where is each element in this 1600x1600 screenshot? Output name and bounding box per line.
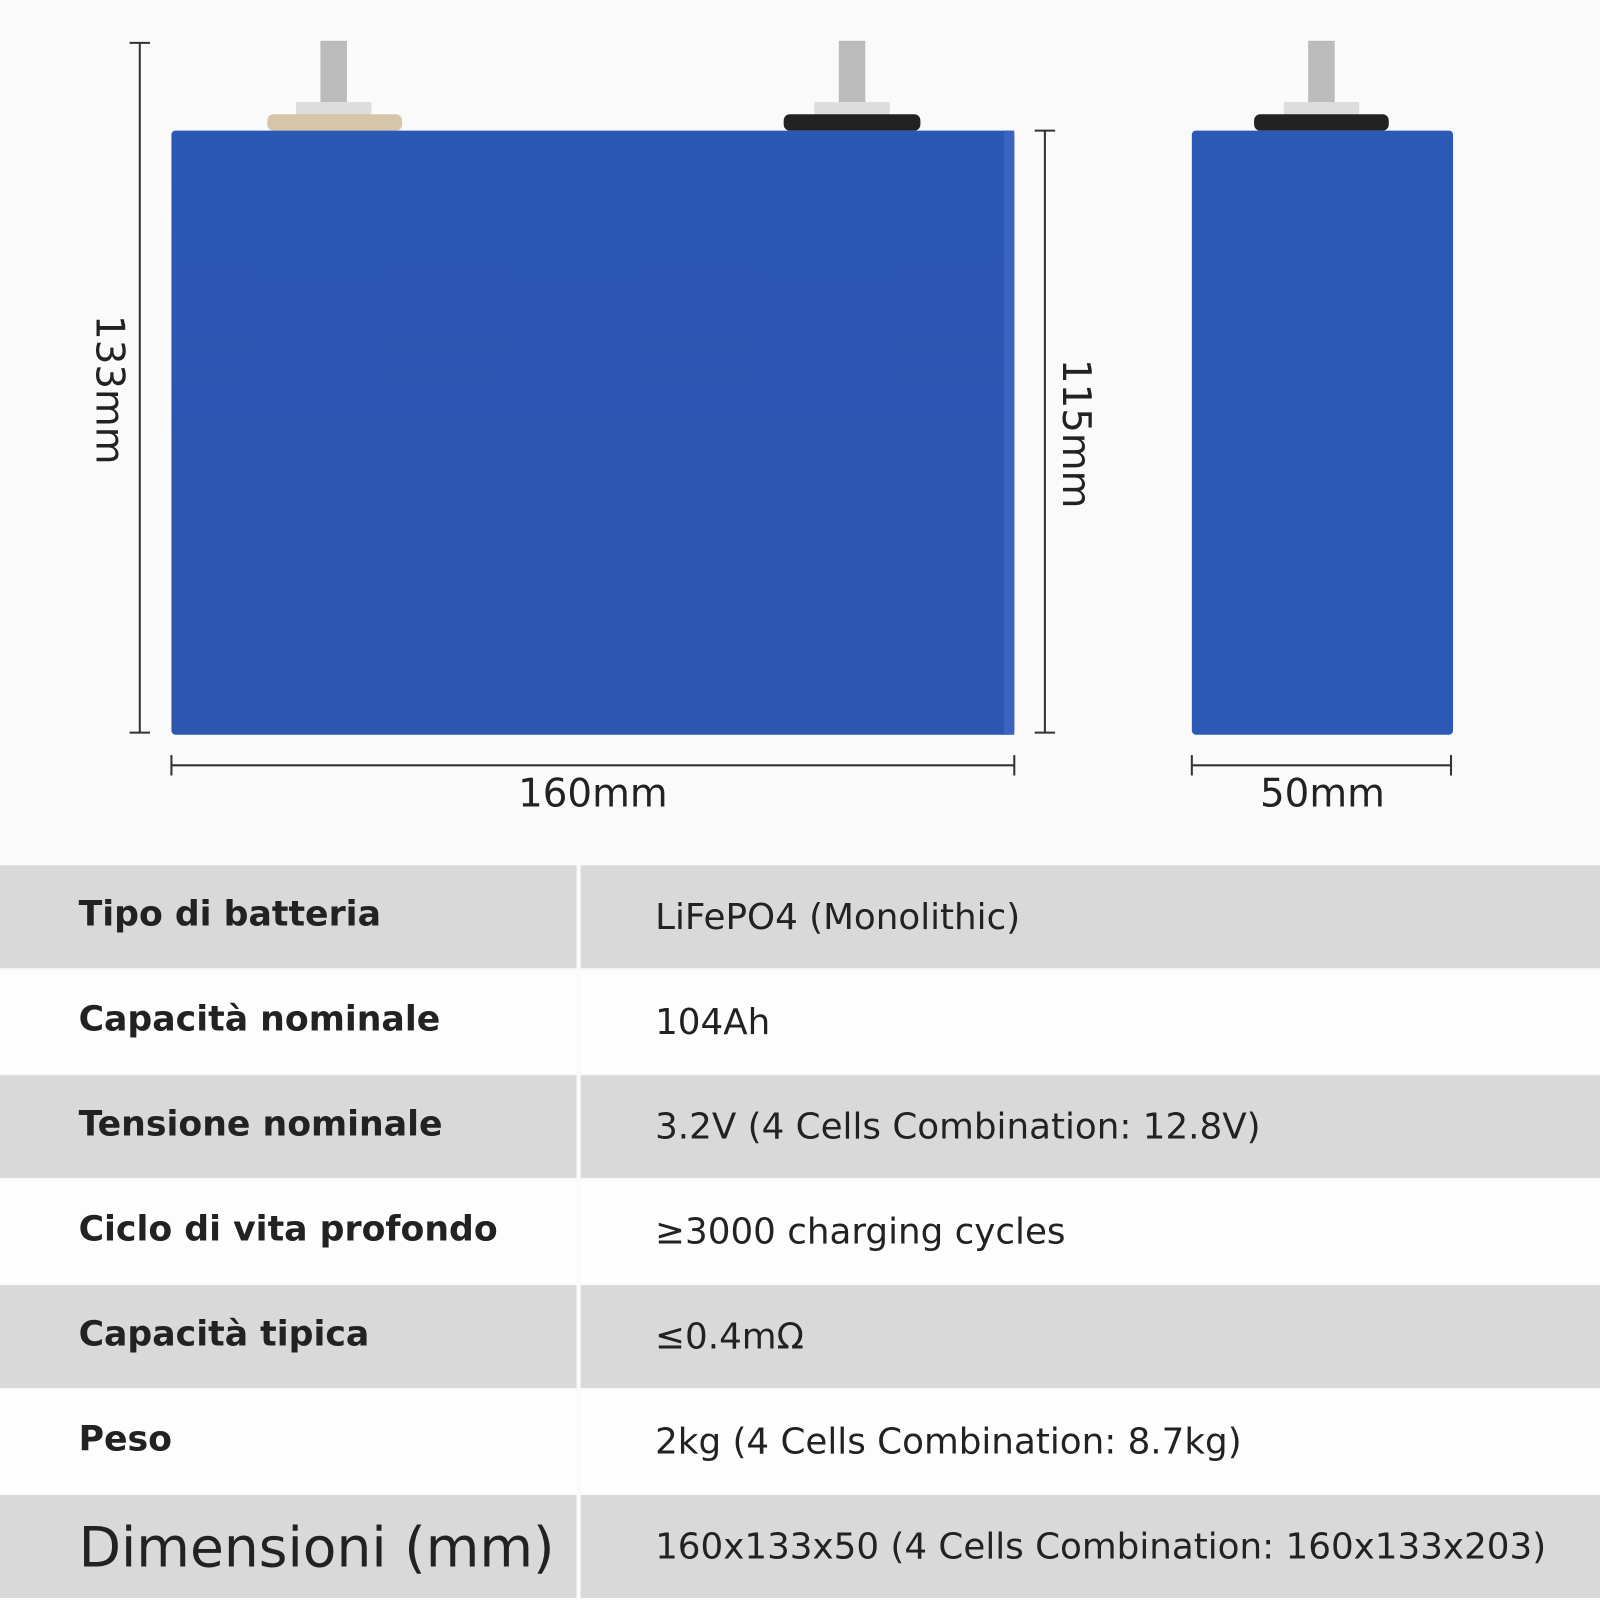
row-value: ≤0.4mΩ: [655, 1317, 804, 1358]
row-label: Capacità tipica: [79, 1315, 370, 1355]
row-value: ≥3000 charging cycles: [655, 1212, 1065, 1253]
row-background: [580, 970, 1600, 1074]
row-background: [0, 1180, 577, 1284]
dimension-label: 160mm: [518, 771, 668, 816]
dimension-lines: [129, 41, 1453, 776]
row-background: [0, 1390, 577, 1494]
row-background: [0, 1075, 577, 1179]
row-value: LiFePO4 (Monolithic): [655, 897, 1020, 938]
row-value: 2kg (4 Cells Combination: 8.7kg): [655, 1422, 1242, 1463]
row-label: Peso: [79, 1420, 172, 1460]
row-background: [580, 1285, 1600, 1389]
row-label: Ciclo di vita profondo: [79, 1210, 498, 1250]
row-background: [580, 1075, 1600, 1179]
row-background: [0, 1285, 577, 1389]
row-background: [580, 1495, 1600, 1598]
dimension-label: 50mm: [1260, 771, 1385, 816]
row-value: 104Ah: [655, 1002, 770, 1043]
battery-front: [171, 40, 1015, 735]
row-label: Capacità nominale: [79, 1000, 441, 1040]
row-background: [580, 1180, 1600, 1284]
row-label: Dimensioni (mm): [79, 1516, 555, 1580]
spec-table: Tipo di batteria LiFePO4 (Monolithic) Capa…: [0, 865, 1600, 1598]
row-background: [0, 1495, 577, 1598]
row-label: Tensione nominale: [79, 1105, 443, 1145]
row-background: [0, 970, 577, 1074]
row-value: 3.2V (4 Cells Combination: 12.8V): [655, 1107, 1261, 1148]
dimension-label: 133mm: [87, 315, 132, 465]
row-label: Tipo di batteria: [79, 895, 381, 935]
row-background: [0, 865, 577, 969]
battery-side: [1191, 40, 1454, 735]
row-background: [580, 1390, 1600, 1494]
row-value: 160x133x50 (4 Cells Combination: 160x133…: [655, 1527, 1546, 1568]
row-background: [580, 865, 1600, 969]
dimension-label: 115mm: [1053, 359, 1098, 509]
